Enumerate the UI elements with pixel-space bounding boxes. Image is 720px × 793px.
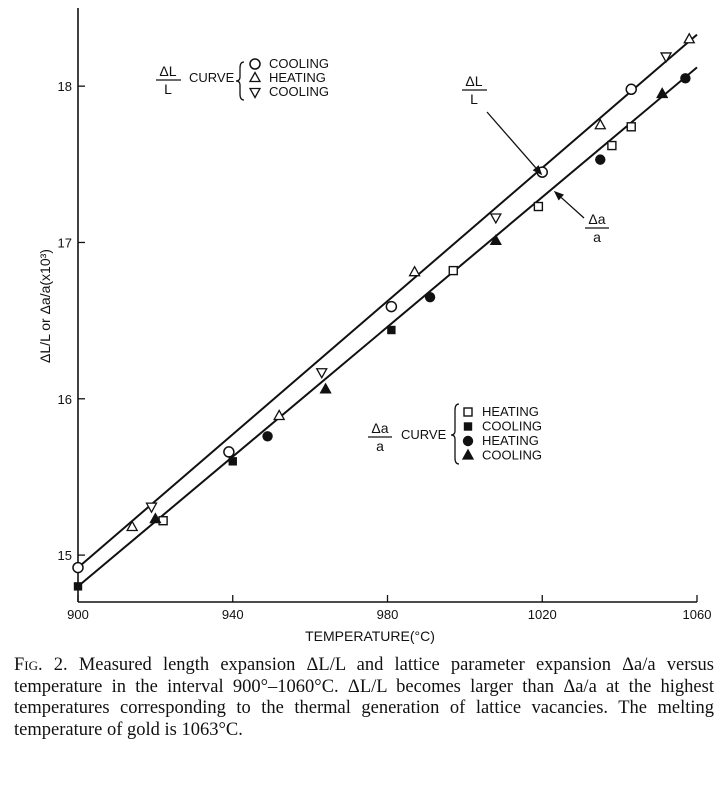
legend-marker-triangle-up-open (248, 71, 262, 83)
data-point-circle-open (625, 83, 637, 96)
legend-delta-l-bracket (235, 61, 245, 101)
legend-entry-label: COOLING (482, 448, 542, 463)
data-point-square-open (158, 516, 168, 526)
data-point-circle-open (385, 300, 398, 313)
y-tick-label: 18 (58, 79, 72, 94)
legend-entry-label: HEATING (482, 404, 539, 419)
y-tick-label: 16 (58, 392, 72, 407)
legend-delta-l-curve-word: CURVE (189, 70, 235, 85)
annotation-delta-l-num: ΔL (465, 73, 482, 89)
legend-entry-label: COOLING (269, 84, 329, 99)
x-axis-label: TEMPERATURE(°C) (305, 628, 435, 644)
annotation-delta-l-arrowhead (532, 165, 543, 176)
data-point-triangle-down-open (145, 502, 158, 514)
data-point-square-open (448, 265, 458, 276)
y-tick-label: 15 (58, 548, 72, 563)
data-point-triangle-up-open (126, 520, 139, 532)
legend-marker-circle-open (249, 58, 261, 70)
data-point-square-filled (73, 582, 83, 591)
legend-marker-triangle-up-filled (461, 448, 475, 460)
data-point-triangle-down-open (489, 213, 502, 225)
y-axis-label: ΔL/L or Δa/a(x10³) (37, 249, 53, 363)
data-point-circle-open (223, 446, 235, 458)
data-point-circle-open (72, 561, 84, 574)
x-tick-label: 900 (67, 607, 89, 622)
legend-entry-label: HEATING (482, 433, 539, 448)
data-point-triangle-up-open (594, 118, 607, 130)
legend-delta-a-bracket (450, 403, 460, 465)
data-point-circle-filled (262, 431, 273, 442)
x-tick-label: 1060 (683, 607, 712, 622)
legend-marker-square-open (463, 407, 473, 417)
data-point-circle-filled (595, 154, 606, 165)
annotation-delta-l: ΔL L (462, 73, 543, 176)
data-point-triangle-up-open (408, 265, 421, 277)
figure-caption: Fig. 2. Measured length expansion ΔL/L a… (14, 655, 714, 741)
data-point-triangle-down-open (659, 52, 673, 64)
y-tick-label: 17 (58, 235, 72, 250)
data-point-triangle-down-open (315, 368, 328, 380)
legend-marker-circle-filled (462, 435, 474, 447)
legend-marker-square-filled (463, 422, 473, 431)
expansion-chart: 900 940 980 1020 1060 15 16 17 18 TEMPERATURE(°C… (37, 8, 712, 644)
data-point-triangle-up-filled (319, 382, 332, 394)
data-point-square-filled (228, 457, 237, 466)
data-point-triangle-up-filled (656, 87, 669, 99)
data-point-square-open (607, 140, 617, 151)
x-tick-label: 980 (377, 607, 399, 622)
x-tick-label: 1020 (528, 607, 557, 622)
data-point-triangle-up-open (683, 32, 696, 44)
caption-text: Measured length expansion ΔL/L and latti… (14, 655, 715, 740)
legend-entry-label: HEATING (269, 70, 326, 85)
annotation-delta-a-arrowhead (553, 190, 564, 201)
data-point-triangle-up-open (273, 409, 286, 421)
annotation-delta-l-arrow (486, 111, 537, 169)
data-points (72, 32, 696, 591)
legend-delta-a-den: a (376, 438, 384, 454)
data-point-square-open (533, 201, 544, 212)
legend-delta-l-num: ΔL (159, 63, 176, 79)
annotation-delta-l-den: L (470, 91, 478, 107)
data-point-square-open (626, 122, 636, 132)
legend-marker-triangle-down-open (248, 87, 262, 99)
caption-lead: Fig. 2. (14, 655, 68, 675)
ticks: 900 940 980 1020 1060 15 16 17 18 (58, 79, 712, 622)
legend-delta-a-curve-word: CURVE (401, 427, 447, 442)
legend-entry-label: COOLING (269, 56, 329, 71)
data-point-triangle-up-filled (149, 512, 162, 524)
data-point-triangle-up-filled (489, 234, 502, 246)
legend-entry-label: COOLING (482, 419, 542, 434)
data-point-circle-filled (680, 73, 691, 84)
annotation-delta-a-arrow (560, 197, 585, 219)
annotation-delta-a: Δa a (553, 190, 609, 245)
x-tick-label: 940 (222, 607, 244, 622)
annotation-delta-a-num: Δa (588, 211, 605, 227)
annotation-delta-a-den: a (593, 229, 601, 245)
delta-l-fit-line (77, 33, 698, 569)
legend-delta-l-den: L (164, 81, 172, 97)
data-point-square-filled (387, 325, 396, 335)
data-point-circle-filled (424, 291, 436, 303)
legend-delta-a-num: Δa (371, 420, 388, 436)
